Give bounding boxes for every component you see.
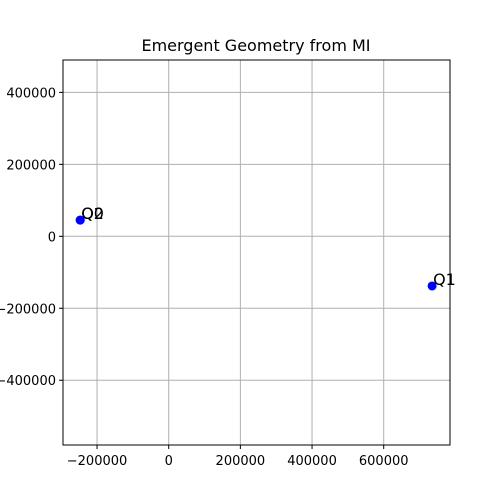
data-points — [75, 215, 437, 291]
axes-frame — [62, 59, 451, 446]
x-tick-label: 400000 — [287, 454, 337, 469]
point-label-q1: Q1 — [433, 270, 456, 289]
y-tick-label: 200000 — [6, 158, 56, 173]
y-tick-label: −400000 — [0, 374, 56, 389]
x-tick-label: −200000 — [67, 454, 128, 469]
x-tick-label: 200000 — [216, 454, 266, 469]
y-tick-label: 0 — [48, 230, 56, 245]
y-tick-label: −200000 — [0, 302, 56, 317]
y-tick-label: 400000 — [6, 86, 56, 101]
axis-ticks: −200000 0 200000 400000 600000 −400000 −200000… — [0, 86, 409, 469]
x-tick-label: 0 — [165, 454, 173, 469]
x-tick-label: 600000 — [359, 454, 409, 469]
chart-title: Emergent Geometry from MI — [141, 36, 370, 55]
data-point-q2 — [75, 215, 85, 225]
point-label-q0: Q0 — [81, 204, 104, 223]
point-label-q2: Q2 — [81, 204, 104, 223]
data-point-q1 — [427, 281, 437, 291]
grid — [63, 60, 450, 445]
